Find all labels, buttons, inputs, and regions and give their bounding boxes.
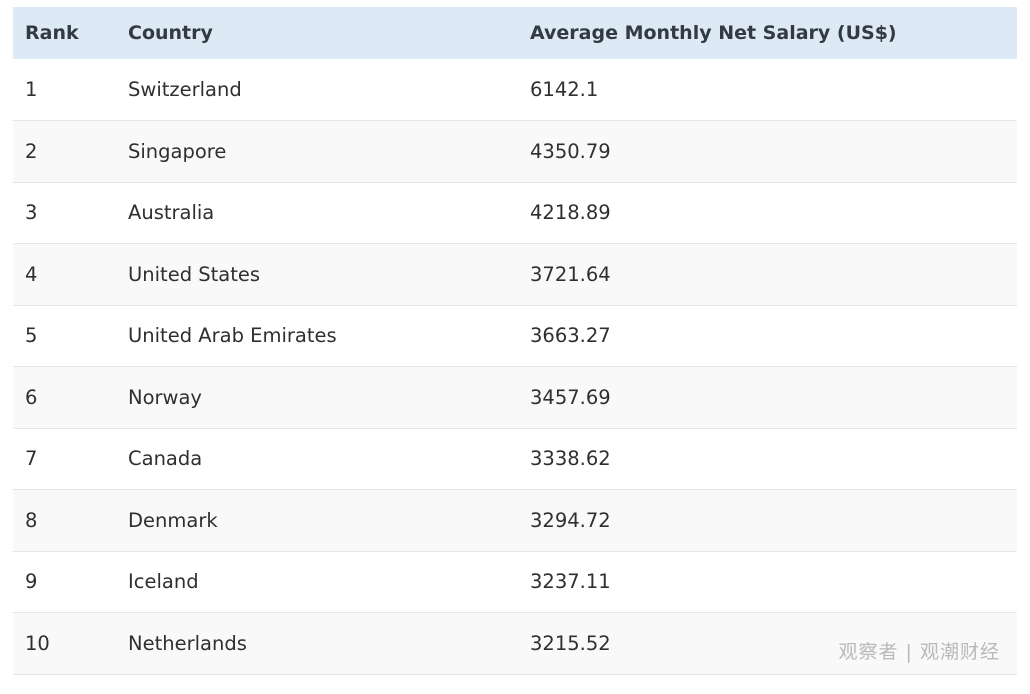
cell-rank: 10 <box>25 631 50 655</box>
cell-country: United Arab Emirates <box>128 324 337 348</box>
table-row: 6 Norway 3457.69 <box>13 366 1017 428</box>
table-row: 4 United States 3721.64 <box>13 243 1017 305</box>
table-row: 2 Singapore 4350.79 <box>13 120 1017 182</box>
cell-rank: 7 <box>25 447 38 471</box>
cell-rank: 8 <box>25 508 38 532</box>
table-row: 10 Netherlands 3215.52 <box>13 612 1017 674</box>
cell-salary: 4350.79 <box>530 139 611 163</box>
cell-rank: 3 <box>25 201 38 225</box>
table-row: 1 Switzerland 6142.1 <box>13 59 1017 121</box>
cell-country: Singapore <box>128 139 227 163</box>
table-row: 8 Denmark 3294.72 <box>13 489 1017 551</box>
cell-salary: 3721.64 <box>530 262 611 286</box>
cell-salary: 3457.69 <box>530 385 611 409</box>
cell-country: Switzerland <box>128 78 242 101</box>
cell-rank: 1 <box>25 78 38 101</box>
table-row: 9 Iceland 3237.11 <box>13 551 1017 613</box>
cell-salary: 4218.89 <box>530 201 611 225</box>
cell-rank: 5 <box>25 324 38 348</box>
cell-rank: 6 <box>25 385 38 409</box>
cell-salary: 3338.62 <box>530 447 611 471</box>
cell-rank: 4 <box>25 262 38 286</box>
table-header: Rank Country Average Monthly Net Salary … <box>13 7 1017 59</box>
salary-table-container: Rank Country Average Monthly Net Salary … <box>13 7 1017 675</box>
cell-salary: 3294.72 <box>530 508 611 532</box>
cell-country: Netherlands <box>128 631 247 655</box>
cell-country: Canada <box>128 447 203 471</box>
cell-country: United States <box>128 262 261 286</box>
cell-rank: 2 <box>25 139 38 163</box>
table-body: 1 Switzerland 6142.1 2 Singapore 4350.79… <box>13 59 1017 674</box>
table-row: 5 United Arab Emirates 3663.27 <box>13 305 1017 367</box>
cell-country: Iceland <box>128 570 199 594</box>
cell-salary: 3215.52 <box>530 631 611 655</box>
cell-salary: 6142.1 <box>530 78 599 101</box>
cell-country: Norway <box>128 385 202 409</box>
cell-salary: 3237.11 <box>530 570 611 594</box>
cell-country: Denmark <box>128 508 218 532</box>
cell-rank: 9 <box>25 570 38 594</box>
table-row: 3 Australia 4218.89 <box>13 182 1017 244</box>
header-country: Country <box>128 22 213 44</box>
cell-salary: 3663.27 <box>530 324 611 348</box>
salary-ranking-table: Rank Country Average Monthly Net Salary … <box>13 7 1017 675</box>
header-salary: Average Monthly Net Salary (US$) <box>530 22 897 44</box>
table-row: 7 Canada 3338.62 <box>13 428 1017 490</box>
cell-country: Australia <box>128 201 215 225</box>
header-rank: Rank <box>25 22 79 44</box>
watermark-text: 观察者 | 观潮财经 <box>838 641 1000 663</box>
header-row: Rank Country Average Monthly Net Salary … <box>13 7 1017 59</box>
